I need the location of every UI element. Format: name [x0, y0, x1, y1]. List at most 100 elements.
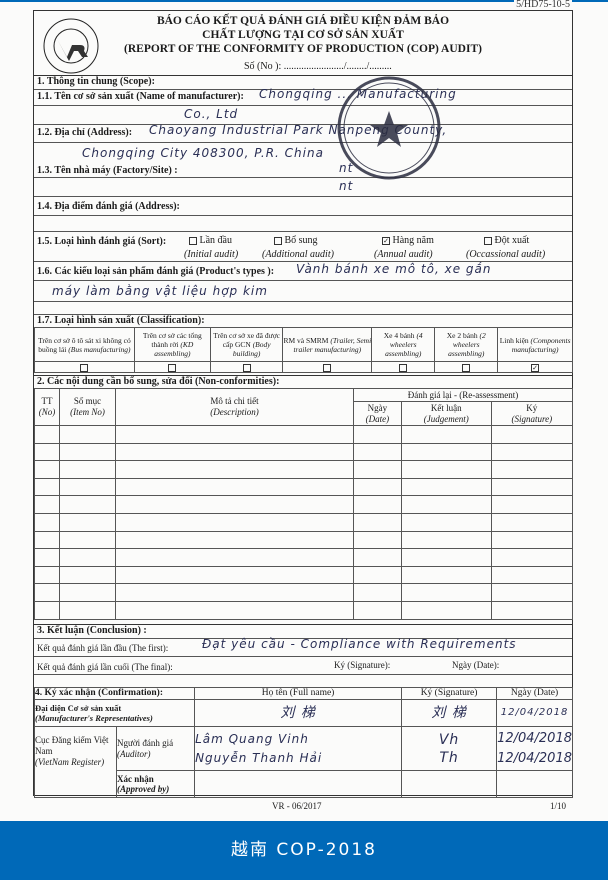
table-cell[interactable] [353, 530, 402, 550]
table-cell[interactable] [115, 425, 354, 444]
manufacturer-label: 1.1. Tên cơ sở sản xuất (Name of manufac… [37, 91, 244, 102]
table-cell[interactable] [34, 477, 60, 497]
checkbox[interactable] [80, 363, 89, 372]
table-cell[interactable] [59, 512, 116, 532]
table-cell[interactable] [34, 600, 60, 620]
checkbox[interactable] [274, 236, 282, 245]
table-cell[interactable] [115, 442, 354, 462]
table-cell[interactable] [59, 477, 116, 497]
vietnam-register-logo [43, 18, 99, 74]
approved-signature-cell [401, 770, 498, 799]
table-cell[interactable] [115, 512, 354, 532]
classification-option: RM và SMRM (Trailer, Semi trailer manufa… [282, 327, 373, 362]
table-cell[interactable] [490, 442, 574, 462]
table-cell[interactable] [490, 600, 574, 620]
table-cell[interactable] [490, 477, 574, 497]
sort-annual-label: Hàng năm [392, 235, 434, 246]
table-cell[interactable] [490, 530, 574, 550]
table-cell[interactable] [400, 460, 492, 479]
table-cell[interactable] [34, 565, 60, 585]
col-header-en: (Date) [365, 413, 390, 424]
checkbox[interactable] [484, 236, 492, 245]
table-cell[interactable] [353, 477, 402, 497]
manufacturer-value-2: Co., Ltd [184, 107, 239, 121]
table-cell[interactable] [490, 548, 574, 567]
audit-address-label: 1.4. Địa điểm đánh giá (Address): [37, 201, 180, 212]
checkbox[interactable] [168, 363, 177, 372]
table-cell[interactable] [353, 495, 402, 514]
table-cell[interactable] [490, 460, 574, 479]
table-cell[interactable] [353, 425, 402, 444]
table-cell[interactable] [353, 512, 402, 532]
table-cell[interactable] [115, 495, 354, 514]
vr-label-en: (VietNam Register) [35, 756, 105, 767]
sort-initial[interactable]: Lần đầu [189, 235, 232, 246]
table-cell[interactable] [400, 530, 492, 550]
table-cell[interactable] [34, 548, 60, 567]
table-cell[interactable] [59, 442, 116, 462]
table-cell[interactable] [353, 565, 402, 585]
table-cell[interactable] [353, 548, 402, 567]
table-cell[interactable] [400, 583, 492, 602]
table-cell[interactable] [59, 495, 116, 514]
table-cell[interactable] [400, 565, 492, 585]
table-cell[interactable] [34, 425, 60, 444]
checkbox[interactable] [323, 363, 332, 372]
table-cell[interactable] [353, 442, 402, 462]
sort-occasional[interactable]: Đột xuất [484, 235, 529, 246]
table-cell[interactable] [34, 442, 60, 462]
auditor-1-date: 12/04/2018 [497, 731, 572, 747]
table-cell[interactable] [490, 495, 574, 514]
col-header-en: (Signature) [511, 413, 553, 424]
table-cell[interactable] [400, 442, 492, 462]
classification-label-en: (KD assembling) [154, 340, 194, 358]
table-cell[interactable] [34, 583, 60, 602]
table-cell[interactable] [59, 530, 116, 550]
table-cell[interactable] [59, 565, 116, 585]
checkbox-checked[interactable]: ✓ [382, 236, 390, 245]
checkbox[interactable] [399, 363, 408, 372]
table-cell[interactable] [490, 565, 574, 585]
checkbox[interactable] [242, 363, 251, 372]
table-cell[interactable] [490, 425, 574, 444]
table-cell[interactable] [115, 477, 354, 497]
table-cell[interactable] [115, 600, 354, 620]
table-cell[interactable] [59, 600, 116, 620]
classification-option: Xe 2 bánh (2 wheelers assembling) [434, 327, 499, 362]
table-cell[interactable] [115, 583, 354, 602]
table-row [34, 583, 574, 602]
table-cell[interactable] [59, 548, 116, 567]
sort-occasional-label: Đột xuất [494, 235, 530, 246]
table-cell[interactable] [115, 530, 354, 550]
table-cell[interactable] [59, 583, 116, 602]
table-cell[interactable] [115, 460, 354, 479]
table-cell[interactable] [34, 512, 60, 532]
table-cell[interactable] [353, 583, 402, 602]
table-cell[interactable] [34, 495, 60, 514]
table-cell[interactable] [490, 583, 574, 602]
table-cell[interactable] [400, 495, 492, 514]
table-cell[interactable] [400, 477, 492, 497]
checkbox[interactable] [189, 236, 197, 245]
table-cell[interactable] [353, 600, 402, 620]
table-cell[interactable] [400, 512, 492, 532]
classification-checkbox-cell [282, 361, 373, 373]
sort-annual[interactable]: ✓ Hàng năm [382, 235, 434, 246]
table-cell[interactable] [400, 425, 492, 444]
table-cell[interactable] [115, 548, 354, 567]
table-cell[interactable] [59, 425, 116, 444]
table-cell[interactable] [115, 565, 354, 585]
table-cell[interactable] [400, 548, 492, 567]
table-cell[interactable] [34, 530, 60, 550]
table-cell[interactable] [59, 460, 116, 479]
checkbox-checked[interactable]: ✓ [531, 363, 540, 372]
table-cell[interactable] [400, 600, 492, 620]
sort-additional[interactable]: Bổ sung [274, 235, 318, 246]
table-row [34, 600, 574, 620]
checkbox[interactable] [462, 363, 471, 372]
table-cell[interactable] [353, 460, 402, 479]
table-cell[interactable] [34, 460, 60, 479]
table-cell[interactable] [490, 512, 574, 532]
confirmation-table: 4. Ký xác nhận (Confirmation): Họ tên (F… [33, 686, 573, 799]
cop-audit-report: BÁO CÁO KẾT QUẢ ĐÁNH GIÁ ĐIỀU KIỆN ĐẢM B… [33, 10, 574, 799]
